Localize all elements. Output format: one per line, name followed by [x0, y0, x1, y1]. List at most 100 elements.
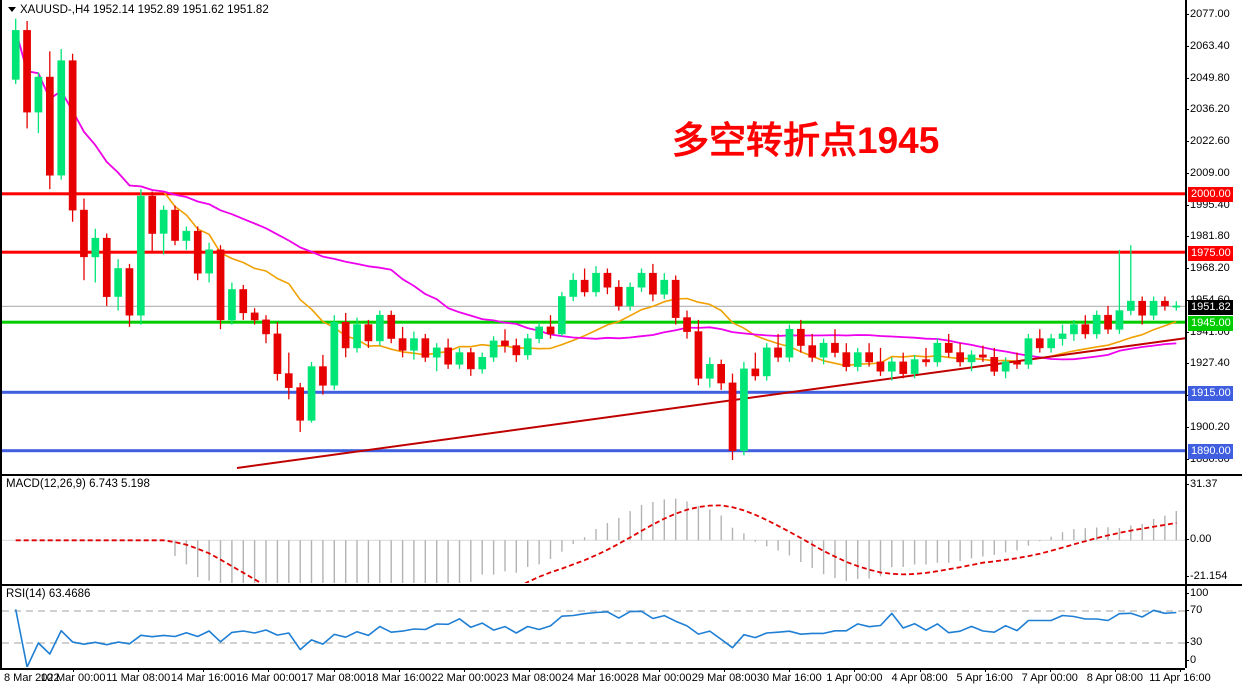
candle-bullish[interactable] — [626, 286, 634, 307]
candle-bearish[interactable] — [444, 347, 453, 365]
candle-bearish[interactable] — [774, 347, 782, 358]
price-axis-tag-1945-00[interactable]: 1945.00 — [1188, 315, 1233, 331]
candle-bearish[interactable] — [262, 319, 270, 335]
candle-bullish[interactable] — [1172, 305, 1181, 308]
price-axis[interactable]: 2077.00 2063.40 2049.80 2036.20 2022.60 2009.… — [1185, 0, 1242, 474]
candle-bullish[interactable] — [91, 237, 100, 258]
candle-bearish[interactable] — [171, 209, 179, 241]
candle-bullish[interactable] — [569, 279, 578, 297]
macd-axis[interactable]: 31.37 0.00 -21.154 — [1185, 476, 1242, 584]
candle-bullish[interactable] — [159, 209, 168, 234]
candle-bearish[interactable] — [284, 373, 293, 388]
candle-bearish[interactable] — [421, 338, 430, 358]
candle-bearish[interactable] — [341, 321, 350, 349]
candle-bullish[interactable] — [785, 328, 794, 358]
candle-bearish[interactable] — [1035, 338, 1044, 349]
candle-bullish[interactable] — [353, 324, 361, 349]
price-axis-tag-2000-00[interactable]: 2000.00 — [1188, 187, 1233, 203]
macd-panel[interactable]: MACD(12,26,9) 6.743 5.198 31.37 0.00 -21.1… — [0, 474, 1242, 584]
candle-bullish[interactable] — [637, 272, 646, 288]
candle-bullish[interactable] — [887, 361, 896, 372]
time-axis[interactable]: 8 Mar 2022 10 Mar 00:00 11 Mar 08:00 14 Mar… — [0, 668, 1211, 692]
candle-bullish[interactable] — [228, 289, 236, 321]
candle-bearish[interactable] — [1161, 300, 1169, 307]
candle-bearish[interactable] — [546, 326, 555, 335]
candle-bullish[interactable] — [489, 340, 498, 358]
candle-bullish[interactable] — [137, 195, 145, 316]
candle-bullish[interactable] — [330, 321, 339, 386]
candle-bearish[interactable] — [80, 209, 88, 258]
candle-bearish[interactable] — [250, 312, 259, 321]
candle-bearish[interactable] — [23, 30, 31, 113]
candle-bullish[interactable] — [478, 356, 487, 370]
candle-bullish[interactable] — [375, 314, 384, 342]
rsi-panel[interactable]: RSI(14) 63.4686 100 70 30 0 — [0, 584, 1242, 668]
candle-bearish[interactable] — [694, 331, 703, 379]
candle-bearish[interactable] — [466, 352, 475, 370]
candle-bearish[interactable] — [978, 354, 987, 358]
dropdown-caret-icon[interactable] — [8, 7, 16, 13]
candle-bullish[interactable] — [307, 366, 316, 421]
candle-bearish[interactable] — [671, 279, 680, 318]
candle-bullish[interactable] — [592, 272, 600, 293]
macd-plot[interactable] — [2, 477, 1187, 583]
candle-bullish[interactable] — [1024, 338, 1033, 365]
candle-bearish[interactable] — [751, 368, 760, 377]
candle-bearish[interactable] — [580, 279, 589, 293]
price-axis-tag-1890-00[interactable]: 1890.00 — [1188, 444, 1233, 460]
candle-bullish[interactable] — [114, 268, 122, 297]
candle-bullish[interactable] — [1092, 314, 1101, 335]
candle-bearish[interactable] — [728, 382, 737, 451]
candle-bearish[interactable] — [125, 268, 134, 316]
candle-bullish[interactable] — [557, 296, 566, 335]
candle-bearish[interactable] — [990, 356, 999, 372]
candle-bearish[interactable] — [1081, 324, 1090, 335]
candle-bullish[interactable] — [1149, 300, 1158, 316]
candle-bullish[interactable] — [705, 363, 714, 379]
candle-bearish[interactable] — [273, 333, 282, 374]
candle-bullish[interactable] — [819, 342, 828, 358]
candle-bullish[interactable] — [740, 368, 748, 451]
candle-bearish[interactable] — [842, 352, 851, 367]
candle-bearish[interactable] — [683, 317, 691, 332]
candle-bearish[interactable] — [1138, 300, 1146, 316]
rsi-axis[interactable]: 100 70 30 0 — [1185, 586, 1242, 668]
candle-bullish[interactable] — [660, 279, 669, 295]
candle-bullish[interactable] — [853, 352, 862, 367]
ascending-trendline[interactable] — [236, 337, 1187, 469]
candle-bearish[interactable] — [1013, 361, 1021, 365]
candle-bearish[interactable] — [808, 345, 817, 358]
candle-bearish[interactable] — [956, 352, 964, 363]
price-axis-tag-1915-00[interactable]: 1915.00 — [1188, 385, 1233, 401]
candle-bullish[interactable] — [1001, 361, 1010, 372]
candle-bearish[interactable] — [603, 272, 612, 288]
price-chart-panel[interactable]: XAUUSD-,H4 1952.14 1952.89 1951.62 1951.… — [0, 0, 1242, 474]
candle-bearish[interactable] — [614, 286, 623, 307]
candle-bullish[interactable] — [205, 249, 214, 274]
candle-bearish[interactable] — [944, 342, 953, 353]
candle-bullish[interactable] — [1115, 310, 1124, 330]
candle-bearish[interactable] — [68, 60, 77, 211]
candle-bearish[interactable] — [45, 76, 54, 176]
candle-bullish[interactable] — [455, 352, 464, 365]
candle-bearish[interactable] — [831, 342, 839, 353]
candle-bullish[interactable] — [410, 338, 418, 351]
candle-bearish[interactable] — [501, 340, 509, 346]
candle-bullish[interactable] — [1058, 333, 1067, 339]
candle-bearish[interactable] — [193, 230, 202, 274]
candlestick-series[interactable] — [11, 18, 1181, 460]
candle-bearish[interactable] — [717, 363, 725, 384]
candle-bearish[interactable] — [796, 328, 805, 346]
candle-bearish[interactable] — [512, 345, 521, 356]
candle-bearish[interactable] — [398, 338, 407, 351]
candle-bullish[interactable] — [432, 347, 441, 358]
candle-bullish[interactable] — [1070, 324, 1078, 335]
candle-bullish[interactable] — [182, 230, 191, 241]
candle-bearish[interactable] — [876, 361, 885, 372]
price-axis-tag-1975-00[interactable]: 1975.00 — [1188, 245, 1233, 261]
candle-bullish[interactable] — [762, 347, 771, 377]
candle-bearish[interactable] — [364, 324, 373, 342]
price-axis-tag-1951-82[interactable]: 1951.82 — [1188, 299, 1233, 315]
candle-bullish[interactable] — [57, 60, 66, 176]
candle-bearish[interactable] — [319, 366, 327, 386]
